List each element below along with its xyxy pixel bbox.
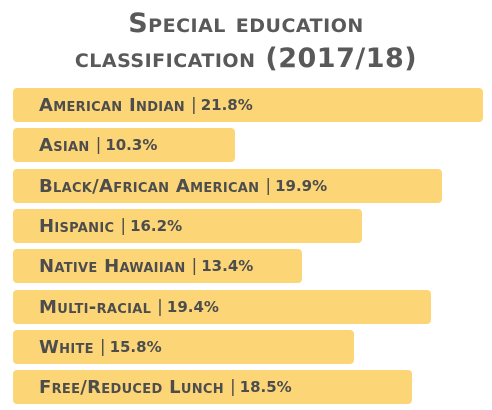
bar-category-label: White — [39, 336, 94, 358]
bar-separator: | — [95, 135, 102, 155]
bar-category-label: Asian — [39, 134, 90, 156]
bar: Multi-racial | 19.4% — [13, 290, 431, 324]
bar-separator: | — [191, 95, 197, 115]
bar-category-label: Black/African American — [39, 175, 260, 197]
bar-value-label: 21.8% — [200, 96, 253, 114]
bar-separator: | — [191, 256, 198, 276]
chart-title-line-2: classification (2017/18) — [74, 43, 418, 74]
bar-category-label: Hispanic — [39, 215, 115, 237]
bar: Black/African American | 19.9% — [13, 169, 442, 203]
bar: Free/Reduced Lunch | 18.5% — [13, 370, 412, 404]
bar: American Indian | 21.8% — [13, 88, 483, 122]
bar: White | 15.8% — [13, 330, 354, 364]
bar-separator: | — [99, 337, 106, 357]
bar-separator: | — [120, 216, 127, 236]
bar-value-label: 15.8% — [109, 338, 162, 356]
bar-separator: | — [229, 377, 236, 397]
bar-separator: | — [157, 297, 163, 317]
bar-value-label: 18.5% — [239, 378, 292, 396]
bar-separator: | — [265, 176, 272, 196]
bar: Hispanic | 16.2% — [13, 209, 362, 243]
bar-category-label: Multi-racial — [39, 296, 152, 318]
bar-category-label: American Indian — [39, 94, 185, 116]
bar-category-label: Free/Reduced Lunch — [39, 376, 224, 398]
bar-value-label: 10.3% — [105, 136, 158, 154]
bar: Asian | 10.3% — [13, 128, 235, 162]
bar-value-label: 13.4% — [201, 257, 254, 275]
bar-category-label: Native Hawaiian — [39, 255, 186, 277]
bar-value-label: 19.9% — [275, 177, 328, 195]
chart-title-line-1: Special education — [128, 8, 364, 39]
bar-value-label: 16.2% — [130, 217, 183, 235]
bar-value-label: 19.4% — [166, 298, 219, 316]
chart-title: Special education classification (2017/1… — [0, 6, 492, 76]
bar: Native Hawaiian | 13.4% — [13, 249, 302, 283]
